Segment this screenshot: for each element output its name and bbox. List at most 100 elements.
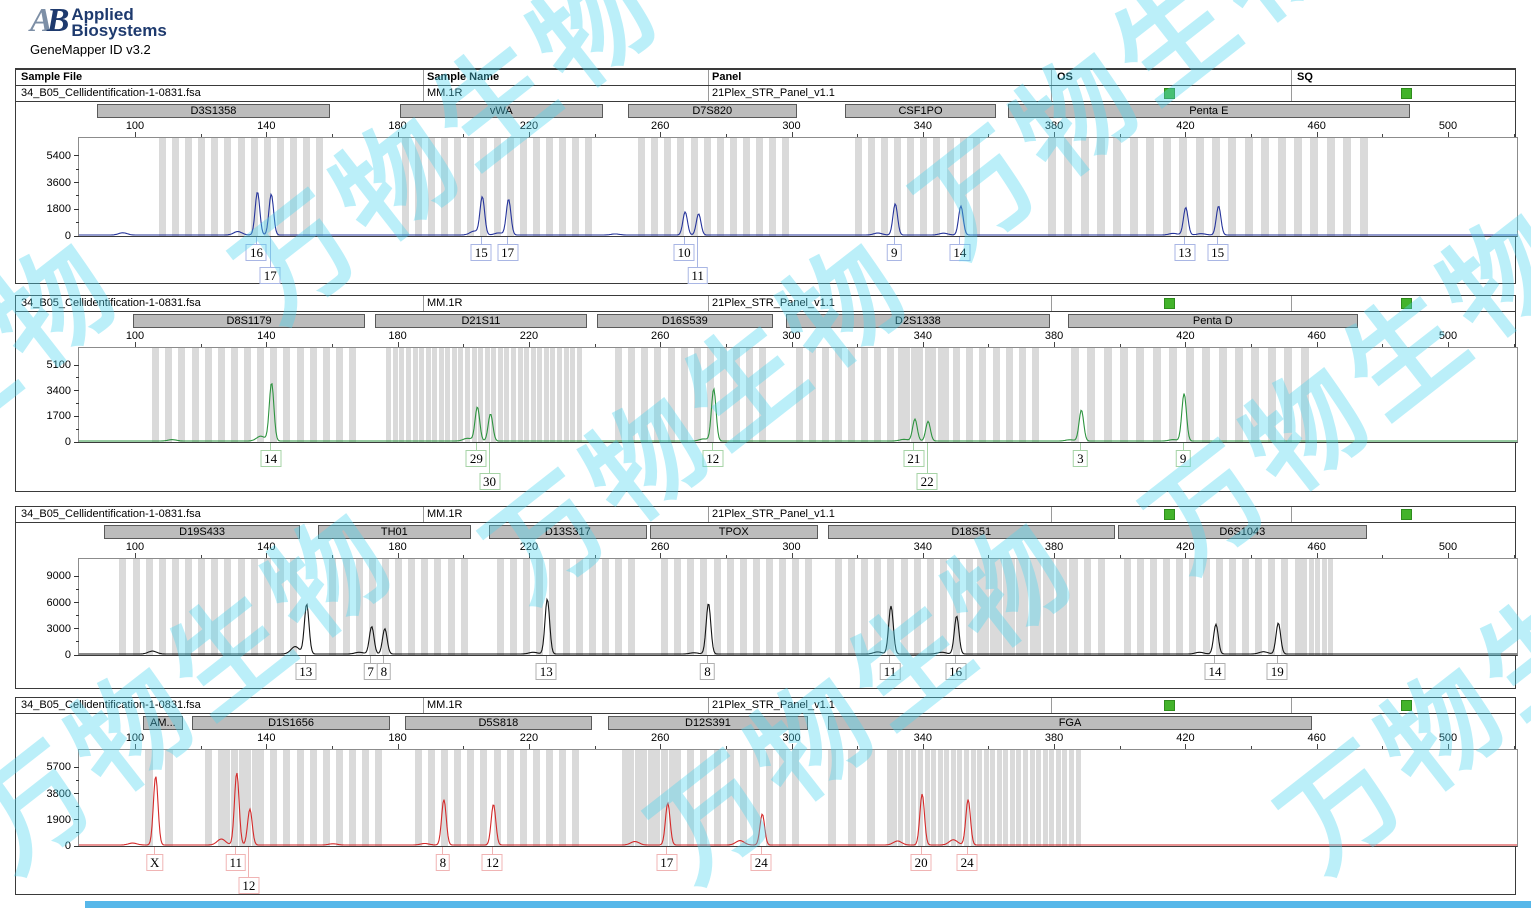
ruler-tick bbox=[660, 342, 662, 347]
allele-bin bbox=[667, 348, 675, 442]
sample-row: 34_B05_Cellidentification-1-0831.fsa MM.1… bbox=[16, 507, 1515, 523]
allele-bin bbox=[1218, 348, 1227, 442]
allele-bin bbox=[907, 138, 915, 236]
sample-file-cell: 34_B05_Cellidentification-1-0831.fsa bbox=[21, 297, 201, 309]
y-axis-label: 1900 bbox=[46, 813, 71, 826]
allele-bin bbox=[898, 348, 904, 442]
allele-label: 13 bbox=[295, 663, 317, 680]
allele-bin bbox=[408, 559, 416, 655]
allele-connector bbox=[666, 847, 668, 854]
ruler-tick bbox=[1316, 744, 1318, 749]
allele-bin bbox=[524, 348, 530, 442]
allele-bin bbox=[782, 138, 790, 236]
allele-bin bbox=[675, 750, 681, 846]
y-axis-tick bbox=[74, 628, 79, 630]
allele-connector bbox=[913, 443, 915, 450]
y-axis-label: 0 bbox=[64, 436, 71, 448]
allele-bin bbox=[1005, 348, 1013, 442]
allele-bin bbox=[821, 348, 829, 442]
marker-box: D7S820 bbox=[627, 104, 797, 118]
allele-bin bbox=[493, 750, 501, 846]
y-axis-label: 0 bbox=[64, 840, 71, 852]
allele-bin bbox=[392, 348, 398, 442]
allele-bin bbox=[1195, 138, 1204, 236]
allele-bin bbox=[471, 348, 477, 442]
ruler-tick-minor bbox=[1119, 344, 1121, 347]
allele-bin bbox=[510, 348, 516, 442]
y-axis-tick-minor bbox=[76, 806, 79, 808]
allele-bin bbox=[931, 750, 937, 846]
y-axis-label: 3800 bbox=[46, 787, 71, 800]
allele-bin bbox=[1058, 559, 1066, 655]
allele-bin bbox=[211, 138, 219, 236]
allele-label: 8 bbox=[435, 854, 451, 871]
column-divider bbox=[1051, 507, 1052, 522]
allele-bin bbox=[1185, 348, 1194, 442]
allele-bin bbox=[726, 750, 734, 846]
allele-bin bbox=[454, 138, 462, 236]
column-header: Sample Name bbox=[427, 71, 500, 83]
allele-bin bbox=[690, 138, 698, 236]
column-divider bbox=[1051, 296, 1052, 311]
allele-bin bbox=[530, 348, 536, 442]
y-axis-tick-minor bbox=[76, 195, 79, 197]
ruler-tick bbox=[1316, 553, 1318, 558]
allele-bin bbox=[716, 138, 724, 236]
y-axis-label: 0 bbox=[64, 649, 71, 661]
allele-bin bbox=[185, 138, 193, 236]
allele-bin bbox=[1146, 138, 1155, 236]
allele-bin bbox=[1062, 559, 1068, 655]
allele-bin bbox=[661, 750, 667, 846]
allele-bin bbox=[506, 138, 514, 236]
electropherogram-trace bbox=[79, 382, 1517, 442]
allele-bin bbox=[687, 559, 695, 655]
marker-box: D6S1043 bbox=[1117, 525, 1367, 539]
y-axis-tick bbox=[74, 575, 79, 577]
allele-bin bbox=[585, 138, 593, 236]
electropherogram-panel: Sample File Sample Name Panel OS SQ 34_B05_Ce… bbox=[15, 68, 1518, 284]
allele-label: 14 bbox=[1204, 663, 1226, 680]
ruler-label: 180 bbox=[388, 330, 407, 342]
allele-bin bbox=[559, 138, 567, 236]
allele-bin bbox=[926, 559, 934, 655]
allele-bin bbox=[445, 348, 451, 442]
ruler-label: 300 bbox=[782, 120, 801, 132]
allele-bin bbox=[615, 348, 623, 442]
allele-bin bbox=[687, 750, 695, 846]
ruler-tick-minor bbox=[463, 134, 465, 137]
y-axis-tick-minor bbox=[76, 222, 79, 224]
ruler-tick bbox=[397, 744, 399, 749]
allele-bin bbox=[349, 750, 357, 846]
allele-bin bbox=[1097, 559, 1105, 655]
ruler-tick bbox=[397, 342, 399, 347]
allele-bin bbox=[119, 559, 127, 655]
allele-bin bbox=[1075, 750, 1081, 846]
allele-bin bbox=[270, 750, 278, 846]
allele-bin bbox=[959, 138, 967, 236]
panel-name-cell: 21Plex_STR_Panel_v1.1 bbox=[712, 508, 835, 520]
allele-bin bbox=[225, 750, 231, 846]
ruler-tick bbox=[1316, 132, 1318, 137]
allele-bin bbox=[1055, 559, 1061, 655]
allele-bin bbox=[918, 750, 924, 846]
allele-bin bbox=[237, 559, 245, 655]
allele-label: 11 bbox=[225, 854, 247, 871]
ruler-tick-minor bbox=[988, 746, 990, 749]
ruler-label: 260 bbox=[651, 120, 670, 132]
allele-bin bbox=[805, 559, 813, 655]
ruler-tick bbox=[528, 132, 530, 137]
allele-bin bbox=[861, 559, 869, 655]
allele-bin bbox=[629, 750, 635, 846]
allele-bin bbox=[250, 138, 258, 236]
allele-connector bbox=[959, 237, 961, 244]
allele-bin bbox=[677, 138, 685, 236]
marker-box: TH01 bbox=[317, 525, 471, 539]
y-axis-label: 3400 bbox=[46, 384, 71, 397]
allele-bin bbox=[1069, 750, 1074, 846]
y-axis-tick bbox=[74, 819, 79, 821]
ruler-tick-minor bbox=[1513, 134, 1515, 137]
allele-connector bbox=[697, 237, 699, 267]
allele-bin bbox=[484, 348, 490, 442]
allele-bin bbox=[834, 348, 842, 442]
allele-bin bbox=[660, 559, 668, 655]
